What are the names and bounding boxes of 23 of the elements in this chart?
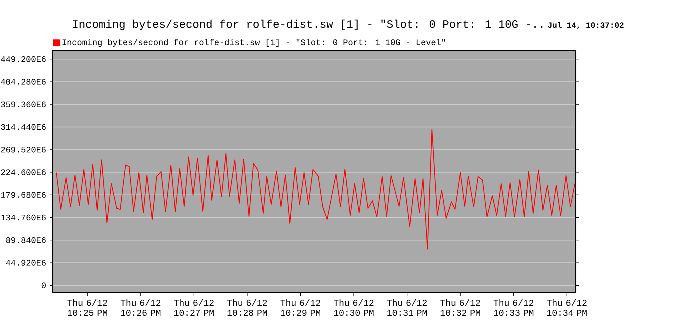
y-tick-label: 314.440E6	[1, 124, 46, 130]
y-tick-label: 89.840E6	[6, 238, 46, 244]
y-tick-label: 449.200E6	[1, 56, 46, 62]
x-tick-label: Thu 6/12 10:34 PM	[547, 300, 587, 316]
chart-title: Incoming bytes/second for rolfe-dist.sw [1] - "Slot: 0 Port: 1 10G -..	[73, 20, 543, 30]
x-tick-label: Thu 6/12 10:30 PM	[334, 300, 374, 316]
x-tick-label: Thu 6/12 10:32 PM	[440, 300, 480, 316]
x-tick-label: Thu 6/12 10:31 PM	[387, 300, 428, 316]
x-tick-label: Thu 6/12 10:33 PM	[494, 300, 534, 316]
y-tick-label: 269.520E6	[1, 146, 46, 153]
x-tick-label: Thu 6/12 10:28 PM	[227, 300, 268, 316]
y-tick-label: 0	[42, 282, 46, 289]
x-tick-label: Thu 6/12 10:27 PM	[174, 300, 214, 316]
y-tick-label: 404.280E6	[1, 79, 46, 85]
y-tick-label: 224.600E6	[1, 170, 46, 176]
x-tick-label: Thu 6/12 10:29 PM	[280, 300, 320, 316]
y-tick-label: 134.760E6	[1, 214, 46, 221]
y-tick-label: 179.680E6	[1, 192, 46, 198]
y-tick-label: 359.360E6	[1, 102, 46, 108]
x-tick-label: Thu 6/12 10:25 PM	[68, 300, 108, 316]
legend-label: Incoming bytes/second for rolfe-dist.sw [1] - "Slot: 0 Port: 1 10G - Level"	[62, 39, 446, 48]
y-tick-label: 44.920E6	[6, 260, 46, 266]
x-tick-label: Thu 6/12 10:26 PM	[120, 300, 161, 316]
